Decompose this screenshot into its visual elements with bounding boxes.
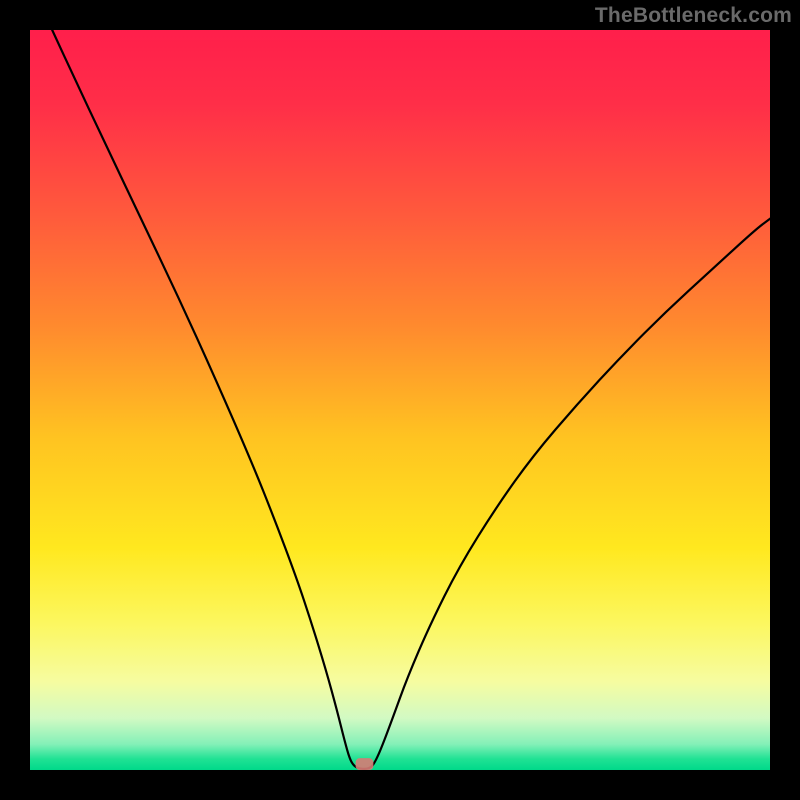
plot-background-gradient	[30, 30, 770, 770]
figure-container: TheBottleneck.com	[0, 0, 800, 800]
bottleneck-plot	[0, 0, 800, 800]
watermark-text: TheBottleneck.com	[595, 4, 792, 28]
optimal-marker	[356, 758, 374, 770]
